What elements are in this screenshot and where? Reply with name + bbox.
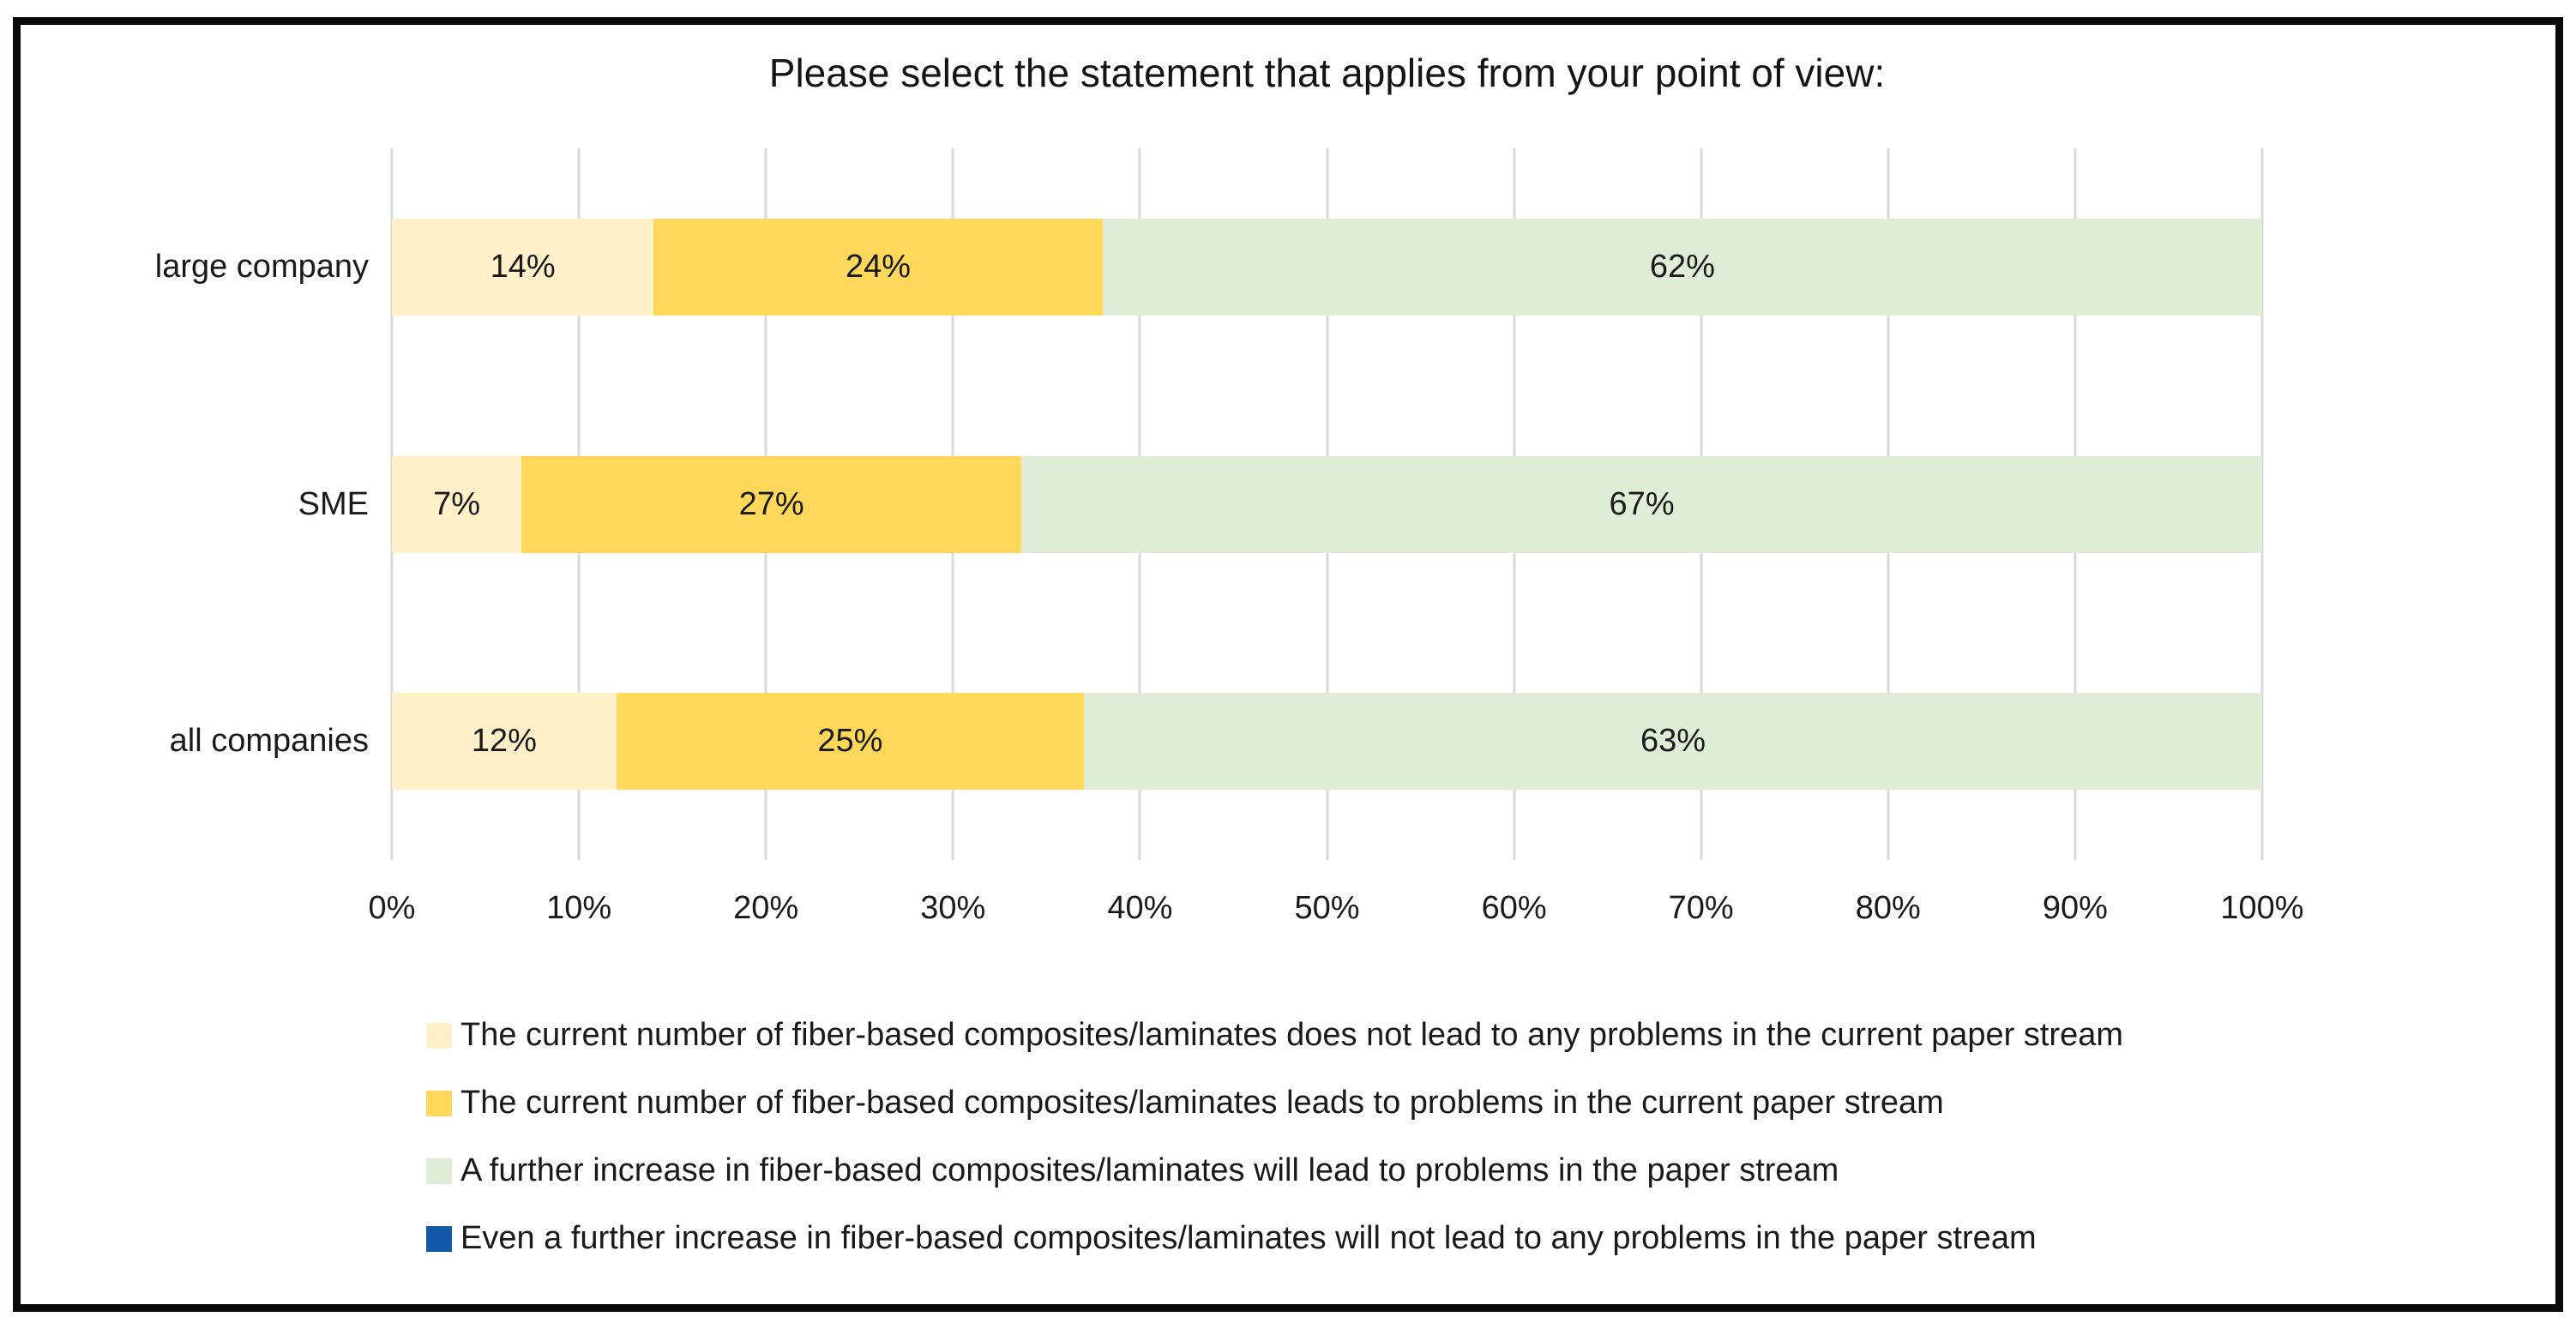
x-tick-label: 0% — [368, 890, 416, 926]
x-tick-label: 20% — [733, 890, 799, 926]
bar-segment: 12% — [392, 693, 617, 791]
data-label: 63% — [1640, 723, 1706, 760]
x-tick-label: 100% — [2220, 890, 2304, 926]
bar-segment: 24% — [653, 218, 1103, 316]
legend-item: The current number of fiber-based compos… — [426, 1001, 2123, 1069]
legend-label: The current number of fiber-based compos… — [460, 1017, 2124, 1053]
x-axis: 0% 10% 20% 30% 40% 50% 60% 70% 80% 90% 100% — [369, 890, 2304, 935]
legend-swatch-icon — [426, 1225, 452, 1252]
x-tick-label: 90% — [2042, 890, 2108, 926]
chart-title: Please select the statement that applies… — [768, 51, 1886, 95]
legend-swatch-icon — [426, 1158, 452, 1184]
x-tick-label: 40% — [1107, 890, 1173, 926]
data-label: 24% — [846, 248, 912, 285]
bar-segment: 62% — [1102, 218, 2262, 316]
x-tick-label: 50% — [1294, 890, 1360, 926]
data-label: 7% — [433, 485, 481, 522]
bar-segment: 14% — [392, 218, 654, 316]
category-labels: large company SME all companies — [26, 148, 369, 860]
legend-label: Even a further increase in fiber-based c… — [460, 1220, 2037, 1256]
data-label: 67% — [1609, 485, 1675, 522]
legend-label: The current number of fiber-based compos… — [460, 1085, 1944, 1121]
bar-segment: 67% — [1021, 455, 2262, 553]
x-tick-label: 70% — [1668, 890, 1734, 926]
data-label: 12% — [471, 723, 537, 760]
x-tick-label: 60% — [1481, 890, 1547, 926]
bar-row: 12% 25% 63% — [392, 693, 2262, 791]
legend-swatch-icon — [426, 1090, 452, 1116]
bar-segment: 25% — [616, 693, 1084, 791]
x-tick-label: 10% — [546, 890, 612, 926]
legend-item: A further increase in fiber-based compos… — [426, 1137, 2123, 1205]
data-label: 27% — [738, 485, 804, 522]
bar-segment: 27% — [521, 455, 1022, 553]
x-tick-label: 80% — [1855, 890, 1921, 926]
bar-row: 14% 24% 62% — [392, 218, 2262, 316]
bars-layer: 14% 24% 62% 7% 27% 67% 12% 25% 63% — [392, 148, 2262, 860]
legend-label: A further increase in fiber-based compos… — [460, 1152, 1839, 1188]
data-label: 14% — [490, 248, 556, 285]
bar-segment: 63% — [1083, 693, 2262, 791]
bar-segment: 7% — [392, 455, 522, 553]
category-label: all companies — [169, 723, 369, 760]
legend-item: The current number of fiber-based compos… — [426, 1069, 2123, 1137]
legend-item: Even a further increase in fiber-based c… — [426, 1205, 2123, 1272]
data-label: 25% — [817, 723, 883, 760]
bar-row: 7% 27% 67% — [392, 455, 2262, 553]
legend: The current number of fiber-based compos… — [426, 1001, 2123, 1272]
gridline — [2260, 148, 2264, 860]
x-tick-label: 30% — [920, 890, 986, 926]
category-label: large company — [154, 248, 369, 285]
legend-swatch-icon — [426, 1022, 452, 1049]
category-label: SME — [298, 485, 369, 522]
data-label: 62% — [1649, 248, 1715, 285]
